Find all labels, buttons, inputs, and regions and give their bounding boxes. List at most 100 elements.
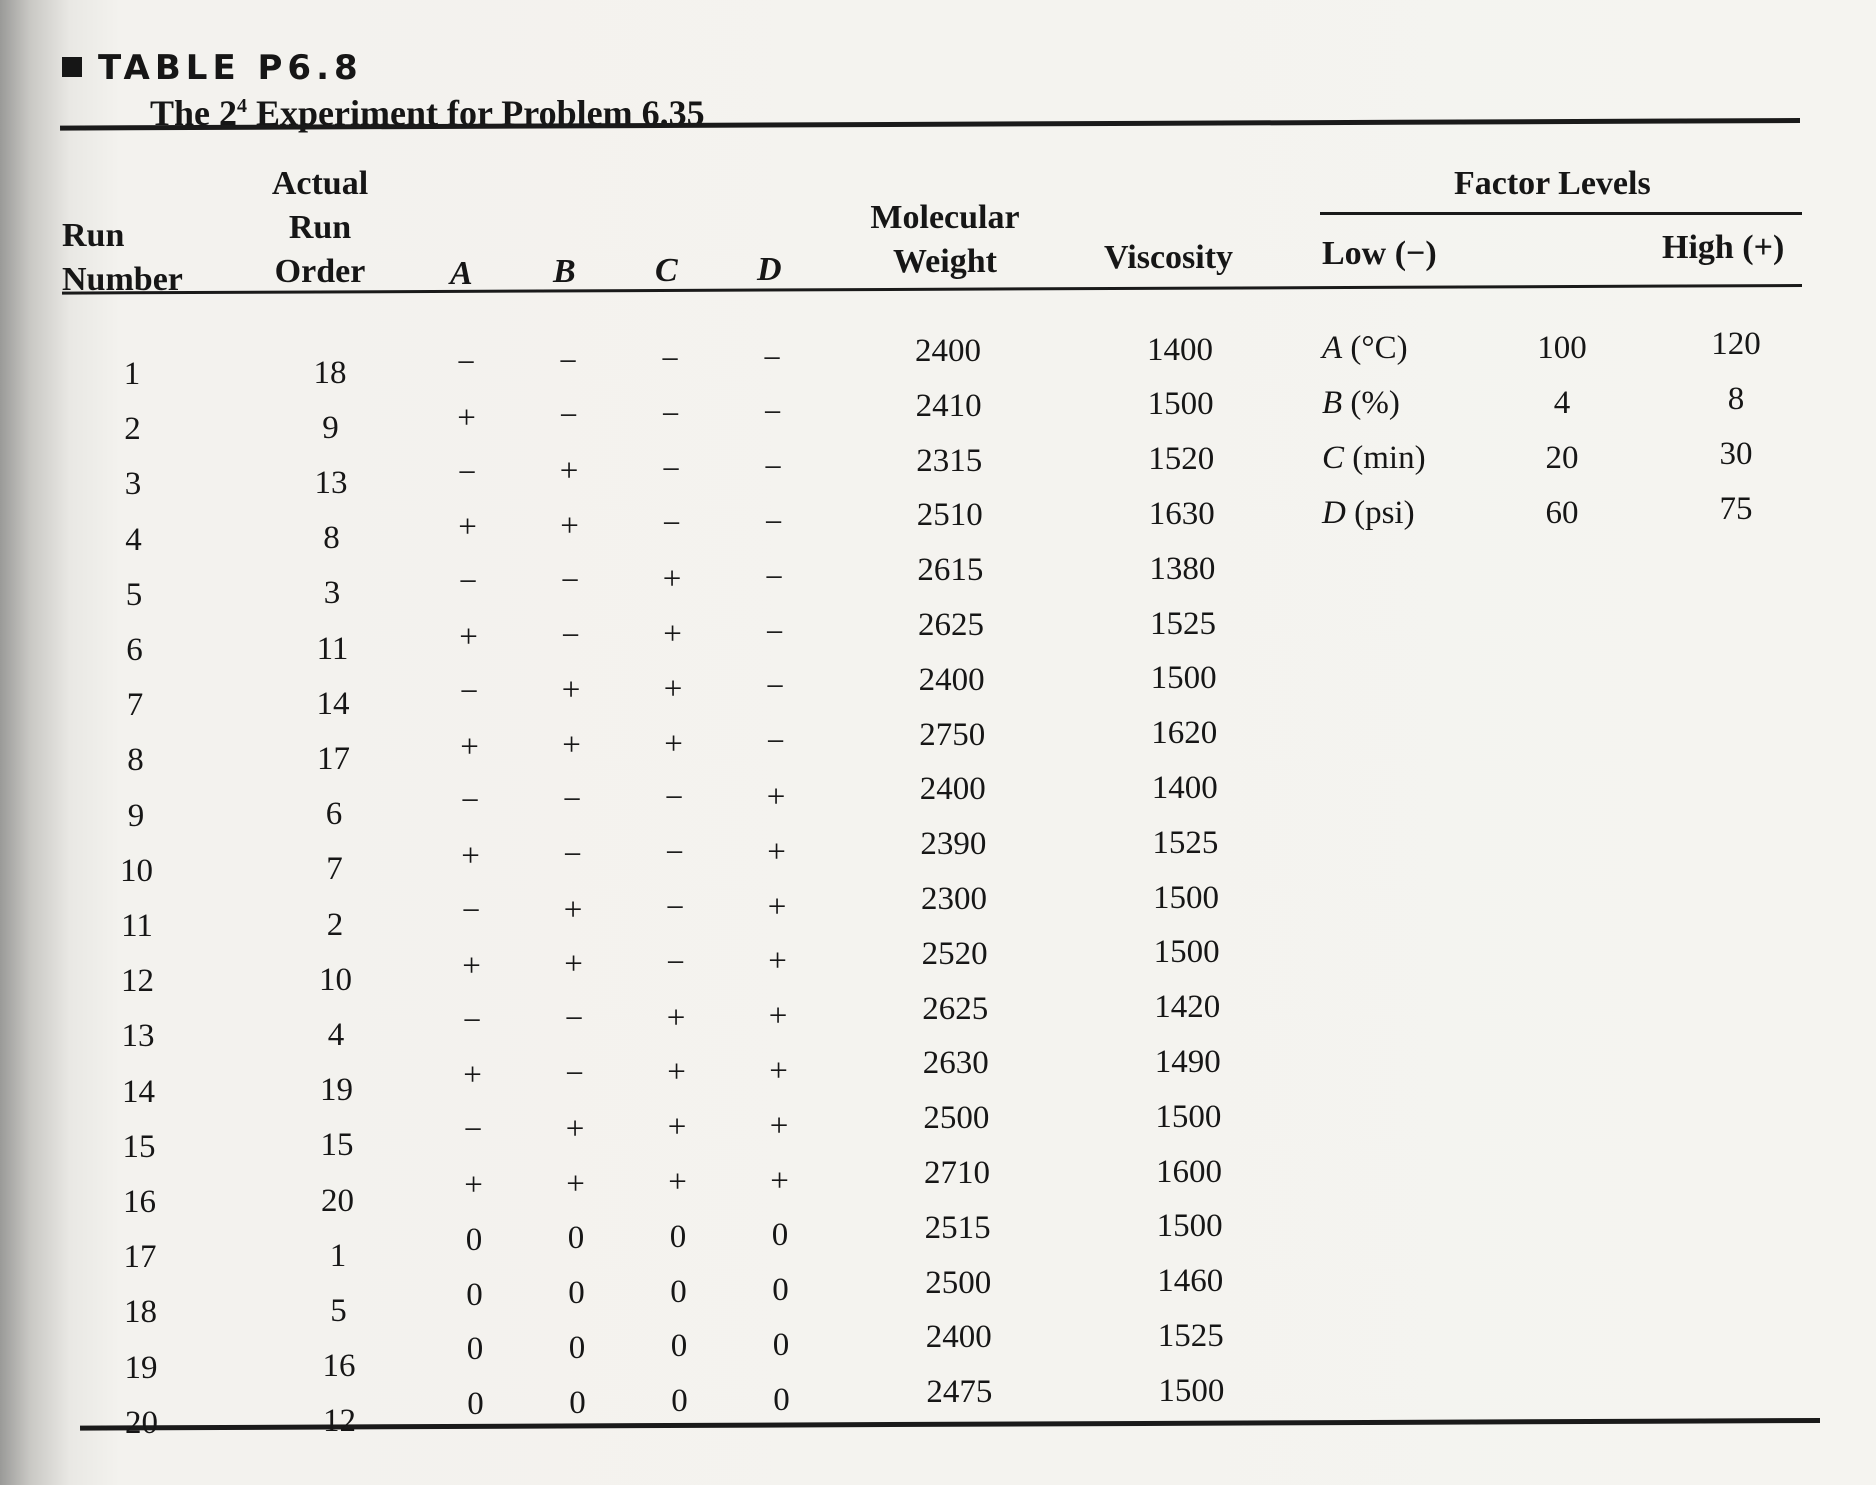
cell-a: + [460,728,479,765]
factor-level-high: 30 [1719,436,1753,472]
cell-d: − [764,559,784,596]
cell-a: − [456,345,476,381]
cell-mw: 2515 [924,1209,991,1246]
cell-run: 10 [120,852,153,889]
cell-visc: 1500 [1158,1372,1225,1409]
cell-c: − [660,342,680,378]
cell-mw: 2500 [925,1264,992,1301]
cell-run: 13 [121,1018,155,1055]
cell-mw: 2400 [915,333,981,369]
cell-order: 4 [327,1016,345,1053]
cell-mw: 2630 [922,1045,989,1082]
cell-run: 12 [121,963,154,1000]
cell-b: + [565,1110,585,1147]
cell-c: + [667,1054,686,1091]
cell-d: − [763,450,783,487]
cell-a: − [461,893,481,929]
cell-order: 2 [326,906,344,943]
cell-a: − [460,783,480,820]
factor-level-name: D (psi) [1322,495,1415,532]
factor-letter: C [1322,440,1345,476]
cell-order: 9 [322,409,339,446]
cell-visc: 1500 [1153,879,1219,916]
header-factor-levels: Factor Levels [1454,165,1651,202]
cell-c: − [661,396,680,433]
cell-c: + [667,1109,687,1146]
header-factor-b: B [553,253,576,290]
cell-mw: 2500 [923,1100,990,1137]
cell-visc: 1420 [1154,989,1221,1026]
cell-mw: 2625 [922,990,989,1027]
cell-visc: 1525 [1157,1317,1224,1354]
cell-a: − [459,673,479,710]
header-factor-d: D [757,251,782,288]
cell-b: − [559,398,578,435]
cell-d: − [763,395,782,432]
cell-a: − [462,1002,482,1039]
cell-a: + [458,509,477,546]
cell-c: − [664,780,684,817]
cell-c: + [662,561,682,598]
cell-order: 7 [326,851,343,888]
factor-level-high: 120 [1711,326,1761,362]
cell-d: + [766,778,786,815]
cell-b: − [563,836,582,873]
cell-d: + [768,998,788,1035]
cell-mw: 2510 [916,497,983,534]
cell-d: + [767,888,787,925]
cell-visc: 1500 [1147,386,1214,423]
factor-level-low: 4 [1553,385,1571,421]
factor-letter: B [1322,385,1343,421]
header-factor-a: A [450,255,473,292]
cell-c: + [664,725,683,762]
cell-b: − [565,1055,584,1092]
cell-c: 0 [670,1328,688,1365]
cell-visc: 1525 [1150,605,1216,642]
cell-d: − [764,504,783,541]
header-actual-run-order: Actual Run Order [270,162,370,294]
cell-visc: 1460 [1157,1263,1224,1300]
cell-order: 12 [323,1403,356,1440]
cell-b: + [561,672,581,709]
cell-a: + [461,838,480,875]
header-weight: Weight [893,243,997,280]
cell-mw: 2615 [917,552,984,589]
cell-visc: 1525 [1152,824,1219,861]
cell-b: + [563,891,583,928]
cell-run: 3 [124,466,142,503]
factor-level-low: 60 [1545,495,1579,531]
cell-d: 0 [772,1272,789,1309]
cell-run: 20 [125,1404,158,1441]
cell-run: 18 [124,1294,157,1331]
cell-b: 0 [568,1275,585,1312]
cell-c: − [662,506,681,543]
cell-d: − [765,614,784,651]
cell-c: 0 [671,1383,688,1420]
cell-visc: 1630 [1148,495,1215,532]
cell-c: − [665,835,684,872]
cell-mw: 2300 [921,881,987,917]
cell-order: 19 [320,1072,353,1109]
cell-d: − [765,669,785,706]
cell-order: 6 [325,796,343,833]
cell-b: + [562,727,581,764]
cell-visc: 1380 [1149,550,1216,587]
cell-visc: 1400 [1151,769,1218,806]
cell-d: + [768,943,787,980]
cell-mw: 2400 [925,1319,992,1356]
cell-b: 0 [568,1329,586,1366]
cell-d: 0 [772,1326,790,1363]
header-actual: Actual [271,165,369,202]
header-molecular: Molecular [870,199,1020,236]
cell-visc: 1620 [1151,715,1218,752]
cell-b: 0 [567,1220,585,1257]
cell-run: 1 [123,356,141,392]
cell-c: + [663,616,682,652]
header-order: Order [274,253,366,290]
cell-d: − [766,724,785,761]
cell-a: 0 [466,1331,484,1368]
title-superscript: 4 [237,95,248,117]
cell-a: 0 [467,1386,484,1423]
cell-order: 1 [329,1237,347,1274]
cell-run: 4 [125,521,142,558]
